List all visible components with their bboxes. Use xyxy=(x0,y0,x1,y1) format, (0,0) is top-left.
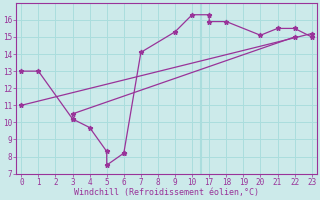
X-axis label: Windchill (Refroidissement éolien,°C): Windchill (Refroidissement éolien,°C) xyxy=(74,188,259,197)
